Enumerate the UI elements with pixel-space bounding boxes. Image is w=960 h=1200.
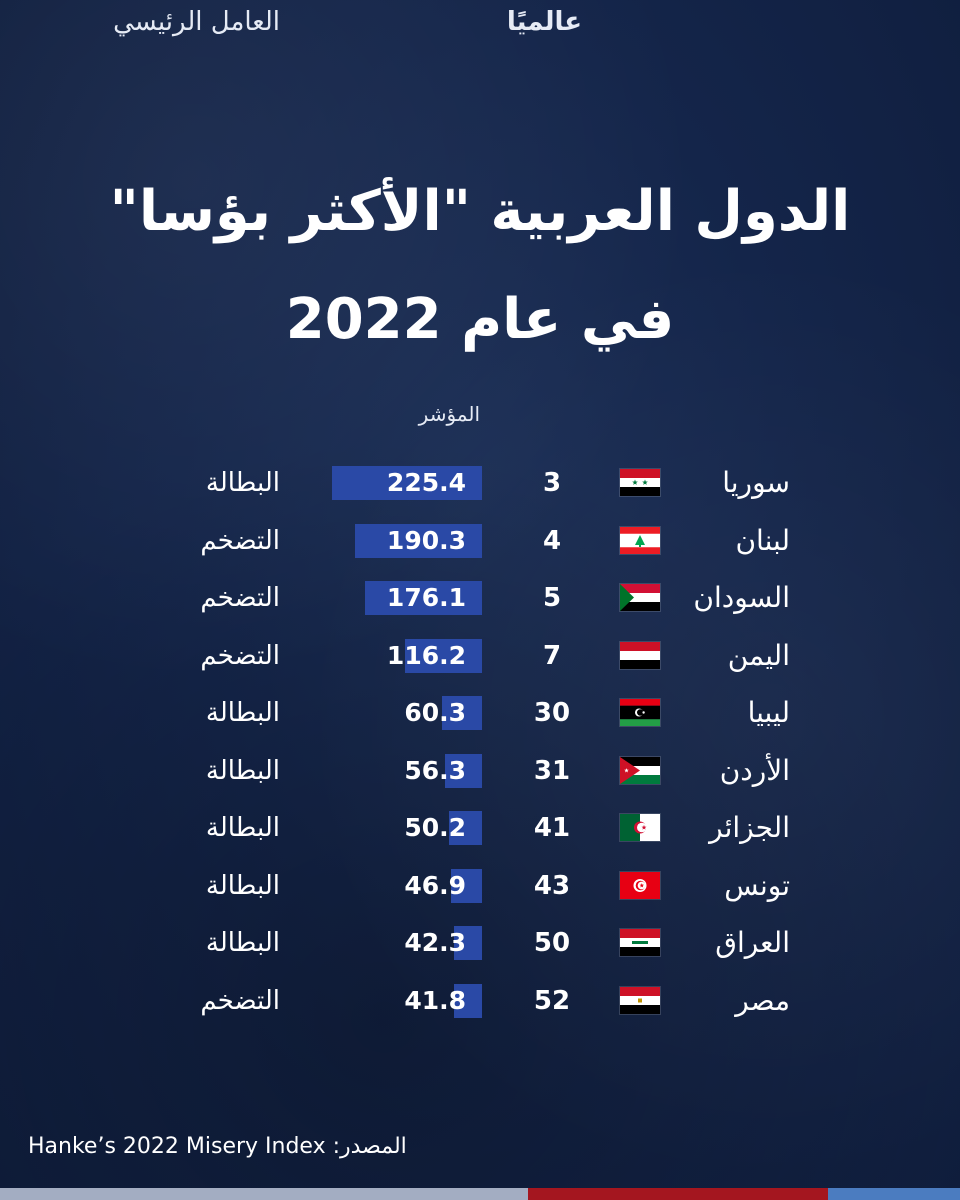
- title-line-2: في عام 2022: [285, 287, 675, 352]
- main-factor-label: التضخم: [200, 583, 280, 613]
- table-row: تونس 43 46.9 البطالة: [0, 864, 960, 908]
- footer-stripe-red: [528, 1188, 828, 1200]
- table-row: ليبيا 30 60.3 البطالة: [0, 691, 960, 735]
- bar-track: [300, 868, 482, 903]
- bar-track: [300, 696, 482, 730]
- table-row: الأردن 31 56.3 البطالة: [0, 749, 960, 793]
- footer-stripe-blue: [828, 1188, 960, 1200]
- index-value-label: 56.3: [404, 755, 466, 785]
- table-row: الجزائر 41 50.2 البطالة: [0, 806, 960, 850]
- header-index: المؤشر: [418, 402, 480, 426]
- index-value-label: 46.9: [404, 870, 466, 900]
- rank-label: 3: [542, 468, 562, 498]
- main-factor-label: البطالة: [205, 813, 280, 843]
- index-value-label: 50.2: [404, 813, 466, 842]
- country-name: اليمن: [727, 638, 790, 672]
- country-name: مصر: [735, 983, 790, 1017]
- header-factor: العامل الرئيسي: [113, 7, 280, 37]
- index-bar: [364, 581, 482, 615]
- country-name: لبنان: [735, 523, 790, 557]
- lebanon-flag-icon: [620, 526, 660, 554]
- bar-track: [300, 466, 482, 500]
- jordan-flag-icon: [620, 756, 660, 784]
- main-factor-label: البطالة: [205, 698, 280, 728]
- table-row: لبنان 4 190.3 التضخم: [0, 519, 960, 563]
- iraq-flag-icon: [620, 929, 660, 956]
- table-row: سوريا 3 225.4 البطالة: [0, 461, 960, 505]
- index-value-label: 60.3: [404, 698, 466, 727]
- index-bar: [448, 811, 482, 845]
- header-rank: عالميًا: [506, 7, 582, 37]
- rank-label: 41: [533, 813, 571, 843]
- source-note: المصدر: Hanke’s 2022 Misery Index: [28, 1134, 407, 1159]
- footer-stripe-gray: [0, 1188, 528, 1200]
- index-bar: [441, 696, 482, 730]
- bar-track: [300, 811, 482, 845]
- index-bar: [453, 926, 482, 960]
- libya-flag-icon: [620, 699, 660, 726]
- rank-label: 31: [533, 755, 571, 786]
- index-bar: [454, 983, 482, 1018]
- country-name: تونس: [724, 868, 790, 902]
- rank-label: 5: [542, 583, 562, 613]
- bar-track: [300, 753, 482, 788]
- table-row: مصر 52 41.8 التضخم: [0, 979, 960, 1023]
- country-name: الجزائر: [709, 811, 790, 844]
- table-row: السودان 5 176.1 التضخم: [0, 576, 960, 620]
- table-row: العراق 50 42.3 البطالة: [0, 921, 960, 965]
- rank-label: 50: [533, 928, 571, 958]
- title-line-1: الدول العربية "الأكثر بؤسا": [109, 179, 851, 244]
- rank-label: 30: [533, 698, 571, 728]
- index-bar: [404, 638, 482, 673]
- algeria-flag-icon: [620, 814, 660, 841]
- rank-label: 7: [542, 640, 562, 671]
- index-bar: [450, 868, 482, 903]
- bar-track: [300, 926, 482, 960]
- country-name: سوريا: [722, 466, 790, 499]
- rank-label: 4: [542, 525, 562, 556]
- rank-label: 43: [533, 870, 571, 901]
- index-value-label: 116.2: [386, 640, 466, 670]
- main-factor-label: البطالة: [205, 755, 280, 786]
- index-bar: [332, 466, 482, 500]
- index-value-label: 190.3: [386, 525, 466, 555]
- tunisia-flag-icon: [620, 871, 660, 899]
- sudan-flag-icon: [620, 584, 660, 611]
- bar-track: [300, 638, 482, 673]
- egypt-flag-icon: [620, 986, 660, 1014]
- main-factor-label: التضخم: [200, 525, 280, 556]
- country-name: ليبيا: [747, 696, 790, 729]
- index-value-label: 41.8: [404, 985, 466, 1015]
- index-value-label: 176.1: [386, 583, 466, 612]
- bar-track: [300, 581, 482, 615]
- main-factor-label: البطالة: [205, 870, 280, 901]
- main-factor-label: التضخم: [200, 985, 280, 1016]
- index-value-label: 225.4: [386, 468, 466, 497]
- country-name: العراق: [715, 926, 790, 959]
- country-name: السودان: [693, 581, 790, 614]
- yemen-flag-icon: [620, 641, 660, 669]
- bar-track: [300, 983, 482, 1018]
- main-factor-label: التضخم: [200, 640, 280, 671]
- rank-label: 52: [533, 985, 571, 1016]
- country-name: الأردن: [719, 753, 790, 787]
- syria-flag-icon: [620, 469, 660, 496]
- index-bar: [444, 753, 482, 788]
- bar-track: [300, 523, 482, 558]
- table-row: اليمن 7 116.2 التضخم: [0, 634, 960, 678]
- main-factor-label: البطالة: [205, 928, 280, 958]
- index-bar: [355, 523, 482, 558]
- index-value-label: 42.3: [404, 928, 466, 957]
- main-factor-label: البطالة: [205, 468, 280, 498]
